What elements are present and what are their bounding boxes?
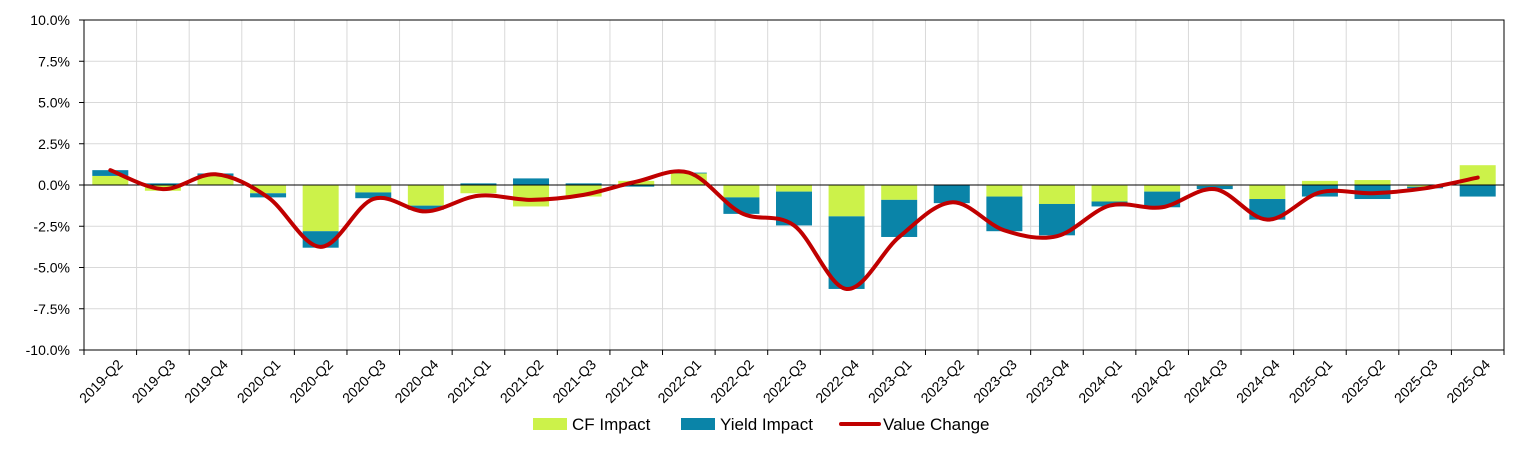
x-tick-label: 2025-Q3	[1391, 356, 1441, 406]
y-axis-ticks: 10.0% 7.5% 5.0% 2.5% 0.0% -2.5% -5.0% -7.5% -10.…	[26, 12, 84, 358]
x-tick-label: 2020-Q3	[339, 356, 389, 406]
y-tick-label: -10.0%	[26, 342, 70, 358]
x-tick-label: 2021-Q3	[549, 356, 599, 406]
bar-cf-impact	[302, 185, 339, 232]
bar-yield-impact	[355, 192, 392, 199]
bar-cf-impact	[460, 185, 497, 194]
y-tick-label: 0.0%	[38, 177, 70, 193]
x-tick-label: 2020-Q4	[391, 356, 441, 406]
bar-cf-impact	[1091, 185, 1128, 202]
legend-label-cf-impact: CF Impact	[572, 415, 651, 434]
legend-label-yield-impact: Yield Impact	[720, 415, 813, 434]
bar-cf-impact	[986, 185, 1023, 197]
x-tick-label: 2020-Q2	[286, 356, 336, 406]
y-tick-label: 7.5%	[38, 53, 70, 69]
bar-cf-impact	[670, 173, 707, 185]
bar-yield-impact	[828, 216, 865, 289]
x-tick-label: 2024-Q1	[1075, 356, 1125, 406]
x-tick-label: 2025-Q1	[1286, 356, 1336, 406]
y-tick-label: 10.0%	[30, 12, 70, 28]
bar-cf-impact	[723, 185, 760, 198]
x-tick-label: 2021-Q2	[497, 356, 547, 406]
legend-swatch-cf-impact	[533, 418, 567, 430]
x-tick-label: 2019-Q4	[181, 356, 231, 406]
bar-yield-impact	[618, 185, 655, 187]
x-tick-label: 2022-Q3	[760, 356, 810, 406]
bar-yield-impact	[933, 185, 970, 204]
bar-cf-impact	[1038, 185, 1075, 204]
bar-yield-impact	[92, 170, 129, 176]
bar-yield-impact	[513, 178, 550, 185]
bar-yield-impact	[407, 205, 444, 210]
y-tick-label: -7.5%	[33, 301, 70, 317]
bar-yield-impact	[1249, 199, 1286, 220]
x-tick-label: 2025-Q2	[1338, 356, 1388, 406]
bar-cf-impact	[1301, 180, 1338, 185]
bar-cf-impact	[1249, 185, 1286, 200]
bar-yield-impact	[1459, 185, 1496, 197]
plot-frame	[83, 19, 1505, 351]
bar-cf-impact	[1407, 185, 1444, 187]
bar-yield-impact	[144, 183, 181, 185]
y-tick-label: 5.0%	[38, 95, 70, 111]
x-tick-label: 2024-Q4	[1233, 356, 1283, 406]
bar-cf-impact	[92, 175, 129, 185]
bar-cf-impact	[407, 185, 444, 206]
bar-cf-impact	[828, 185, 865, 217]
x-tick-label: 2024-Q3	[1180, 356, 1230, 406]
bar-cf-impact	[250, 185, 287, 194]
x-tick-label: 2022-Q4	[812, 356, 862, 406]
x-tick-label: 2023-Q1	[865, 356, 915, 406]
bar-cf-impact	[1354, 180, 1391, 185]
legend-label-value-change: Value Change	[883, 415, 990, 434]
x-tick-label: 2025-Q4	[1443, 356, 1493, 406]
bars	[92, 165, 1496, 289]
y-tick-label: -2.5%	[33, 218, 70, 234]
bar-cf-impact	[776, 185, 812, 192]
x-tick-label: 2019-Q2	[76, 356, 126, 406]
bar-cf-impact	[565, 185, 602, 197]
value-change-curve	[108, 168, 1480, 291]
x-tick-label: 2023-Q2	[917, 356, 967, 406]
x-tick-label: 2021-Q4	[602, 356, 652, 406]
x-tick-label: 2021-Q1	[444, 356, 494, 406]
bar-cf-impact	[355, 185, 392, 193]
y-tick-label: 2.5%	[38, 136, 70, 152]
bar-cf-impact	[513, 185, 550, 207]
x-tick-label: 2022-Q1	[654, 356, 704, 406]
x-tick-label: 2023-Q4	[1023, 356, 1073, 406]
legend-swatch-yield-impact	[681, 418, 715, 430]
legend: CF Impact Yield Impact Value Change	[533, 415, 990, 434]
x-tick-label: 2020-Q1	[234, 356, 284, 406]
x-axis-ticks: 2019-Q2 2019-Q3 2019-Q4 2020-Q1 2020-Q2 2020-…	[76, 350, 1505, 406]
bar-yield-impact	[881, 199, 918, 237]
value-change-line	[108, 168, 1480, 291]
x-tick-label: 2019-Q3	[129, 356, 179, 406]
bar-cf-impact	[881, 185, 918, 200]
bar-yield-impact	[565, 183, 602, 185]
y-tick-label: -5.0%	[33, 260, 70, 276]
x-tick-label: 2024-Q2	[1128, 356, 1178, 406]
bar-yield-impact	[723, 197, 760, 214]
x-tick-label: 2023-Q3	[970, 356, 1020, 406]
bar-cf-impact	[197, 175, 234, 185]
bar-yield-impact	[460, 183, 497, 185]
x-tick-label: 2022-Q2	[707, 356, 757, 406]
bar-cf-impact	[1144, 185, 1181, 192]
